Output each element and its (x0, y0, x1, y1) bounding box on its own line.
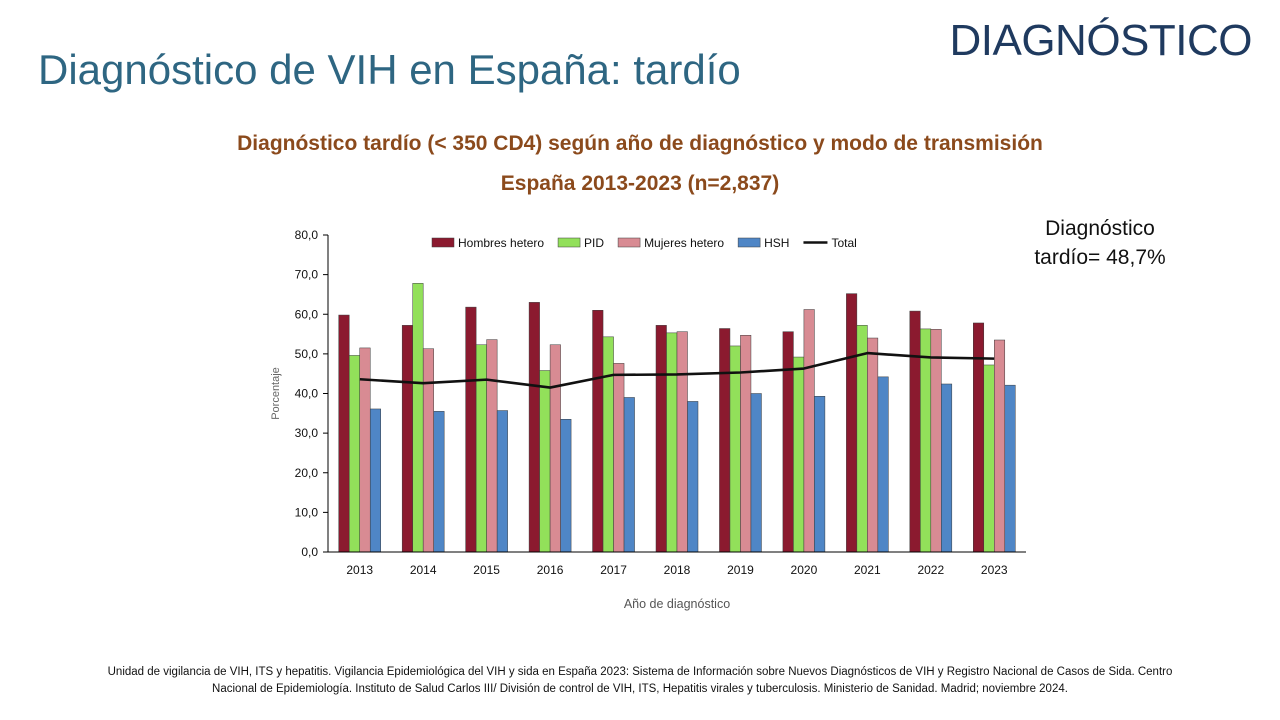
x-tick-label: 2017 (600, 563, 627, 577)
bar-mujeres-hetero (676, 331, 688, 553)
bar-mujeres-hetero (486, 339, 498, 553)
bar-hombres-hetero (592, 310, 604, 553)
bar-pid (602, 336, 614, 553)
legend-swatch (557, 237, 581, 248)
chart-title: Diagnóstico tardío (< 350 CD4) según año… (237, 132, 1043, 155)
bar-hsh (1004, 384, 1016, 553)
legend-label: Mujeres hetero (644, 236, 724, 250)
y-axis-title: Porcentaje (270, 367, 282, 420)
bar-pid (729, 345, 741, 553)
bar-mujeres-hetero (867, 337, 879, 553)
legend-swatch (737, 237, 761, 248)
y-tick-label: 60,0 (295, 307, 319, 321)
y-tick-label: 20,0 (295, 466, 319, 480)
bar-hsh (877, 376, 889, 553)
bar-pid (920, 328, 932, 553)
y-tick-label: 40,0 (295, 387, 319, 401)
bar-hombres-hetero (719, 328, 731, 553)
legend-label: HSH (764, 236, 789, 250)
bar-hsh (814, 396, 826, 553)
bar-hsh (369, 408, 381, 553)
bar-pid (793, 356, 805, 553)
y-tick-label: 0,0 (301, 545, 318, 559)
bar-hombres-hetero (338, 314, 350, 553)
x-tick-label: 2015 (473, 563, 500, 577)
bar-hombres-hetero (782, 331, 794, 553)
y-tick-label: 30,0 (295, 426, 319, 440)
x-tick-label: 2021 (854, 563, 881, 577)
x-tick-label: 2013 (346, 563, 373, 577)
x-tick-label: 2019 (727, 563, 754, 577)
legend-label: PID (584, 236, 604, 250)
citation-line-1: Unidad de vigilancia de VIH, ITS y hepat… (107, 666, 1173, 678)
bar-hsh (496, 410, 508, 553)
y-tick-label: 80,0 (295, 228, 319, 242)
legend-swatch (431, 237, 455, 248)
bar-chart: 0,0 10,0 20,0 30,0 40,0 50,0 60,0 70,0 80,0 Porce… (270, 228, 1026, 611)
bar-hsh (687, 401, 699, 553)
x-tick-label: 2016 (537, 563, 564, 577)
bar-hombres-hetero (655, 325, 667, 553)
legend-label: Hombres hetero (458, 236, 544, 250)
bar-mujeres-hetero (994, 339, 1006, 553)
legend-label: Total (831, 236, 856, 250)
y-tick-label: 50,0 (295, 347, 319, 361)
bar-hombres-hetero (401, 325, 413, 553)
corner-label: DIAGNÓSTICO (949, 16, 1252, 65)
bar-hsh (623, 397, 635, 553)
bar-pid (412, 283, 424, 553)
bar-pid (539, 370, 551, 553)
bar-mujeres-hetero (613, 363, 625, 553)
x-tick-label: 2022 (917, 563, 944, 577)
x-tick-label: 2014 (410, 563, 437, 577)
bar-pid (666, 332, 678, 553)
callout-line-2: tardío= 48,7% (1034, 246, 1166, 269)
bar-hombres-hetero (909, 310, 921, 553)
y-tick-label: 10,0 (295, 505, 319, 519)
bar-pid (856, 325, 868, 553)
bar-hsh (750, 393, 762, 553)
bar-hsh (941, 383, 953, 553)
bar-mujeres-hetero (422, 348, 434, 553)
legend-swatch (617, 237, 641, 248)
late-diagnosis-callout: Diagnóstico tardío= 48,7% (1000, 214, 1200, 272)
bar-mujeres-hetero (930, 329, 942, 553)
y-tick-label: 70,0 (295, 268, 319, 282)
bar-mujeres-hetero (803, 309, 815, 553)
source-citation: Unidad de vigilancia de VIH, ITS y hepat… (60, 664, 1220, 698)
total-line (359, 351, 995, 389)
citation-line-2: Nacional de Epidemiología. Instituto de … (212, 683, 1068, 695)
x-tick-label: 2020 (791, 563, 818, 577)
slide-title: Diagnóstico de VIH en España: tardío (38, 46, 741, 93)
bar-hsh (560, 419, 572, 553)
bar-hombres-hetero (465, 306, 477, 553)
callout-line-1: Diagnóstico (1045, 217, 1155, 240)
bar-hombres-hetero (846, 293, 858, 553)
bar-hsh (433, 411, 445, 553)
bar-hombres-hetero (528, 302, 540, 553)
x-axis-title: Año de diagnóstico (624, 597, 730, 611)
chart-subtitle: España 2013-2023 (n=2,837) (500, 172, 780, 195)
bar-pid (983, 364, 995, 553)
bar-mujeres-hetero (549, 344, 561, 553)
x-tick-label: 2023 (981, 563, 1008, 577)
bar-mujeres-hetero (740, 335, 752, 553)
bar-pid (348, 355, 360, 553)
x-tick-label: 2018 (664, 563, 691, 577)
bar-pid (475, 344, 487, 553)
